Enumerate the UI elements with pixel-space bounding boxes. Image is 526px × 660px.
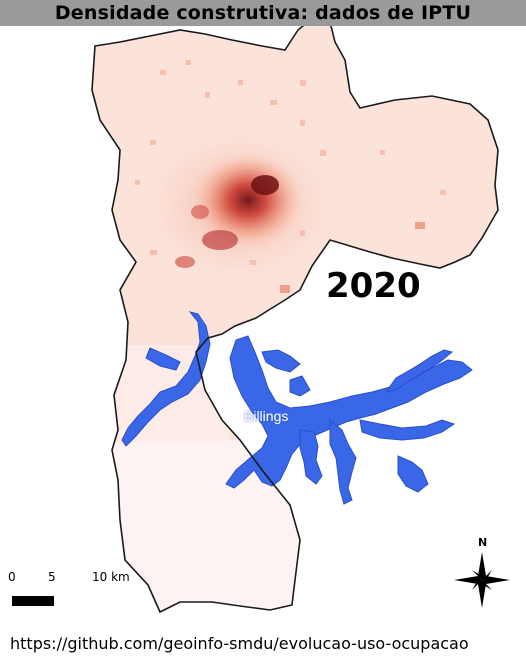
scale-tick-5: 5 xyxy=(48,570,56,584)
scale-bar: 0 5 10 km xyxy=(8,570,138,610)
municipality-map xyxy=(91,26,499,614)
compass-rose-icon xyxy=(454,552,510,608)
billings-reservoir xyxy=(121,311,473,505)
reservoir-label: Billings xyxy=(244,408,289,424)
scale-tick-0: 0 xyxy=(8,570,16,584)
scale-tick-10: 10 km xyxy=(92,570,130,584)
title-bar: Densidade construtiva: dados de IPTU xyxy=(0,0,526,26)
source-url[interactable]: https://github.com/geoinfo-smdu/evolucao… xyxy=(10,634,469,653)
north-arrow: N xyxy=(452,536,512,612)
year-label: 2020 xyxy=(326,266,421,306)
north-label: N xyxy=(478,536,488,549)
municipality-outline xyxy=(91,26,499,614)
scale-bar-segment xyxy=(12,596,54,606)
map-title: Densidade construtiva: dados de IPTU xyxy=(54,2,472,24)
high-density-core xyxy=(193,152,303,248)
